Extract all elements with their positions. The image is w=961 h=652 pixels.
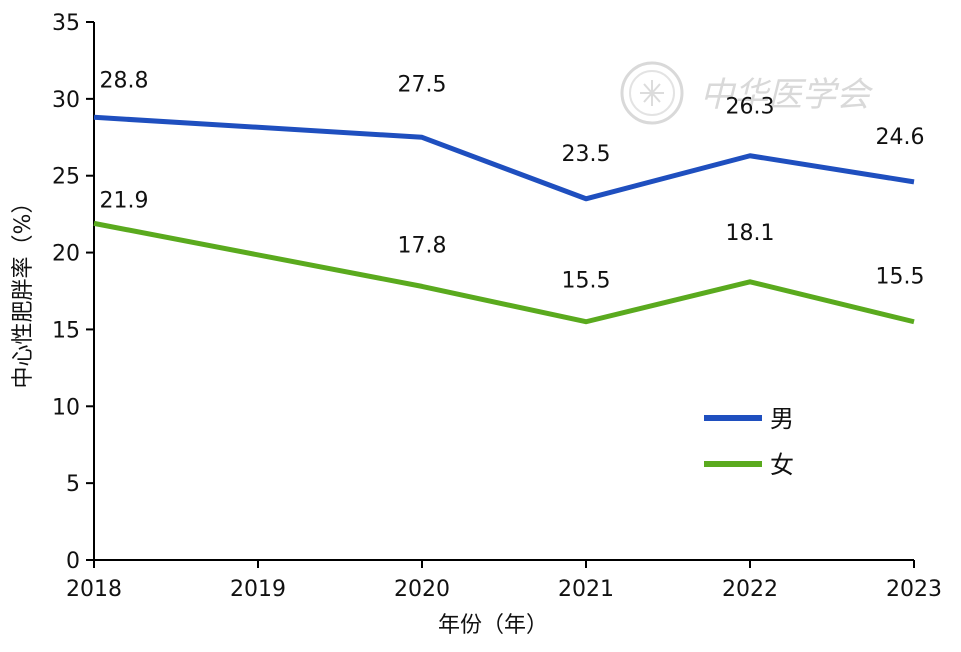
x-tick-label: 2019 <box>230 577 286 602</box>
series-line-female <box>93 220 915 325</box>
x-axis-title: 年份（年） <box>438 613 548 638</box>
x-ticks: 2018 2019 2020 2021 2022 2023 <box>66 560 942 602</box>
series-line-male <box>93 114 915 202</box>
data-label: 23.5 <box>562 142 611 167</box>
x-tick-label: 2018 <box>66 577 122 602</box>
y-tick-label: 30 <box>52 88 80 113</box>
y-tick-label: 10 <box>52 395 80 420</box>
x-tick-label: 2021 <box>558 577 614 602</box>
watermark-seal-icon <box>620 61 684 125</box>
data-label: 28.8 <box>100 68 149 93</box>
data-label: 21.9 <box>100 188 149 213</box>
legend-label: 男 <box>770 405 794 433</box>
data-label: 15.5 <box>876 265 925 290</box>
y-tick-label: 25 <box>52 165 80 190</box>
x-tick-label: 2023 <box>886 577 942 602</box>
y-tick-label: 20 <box>52 242 80 267</box>
series-layer <box>93 114 915 325</box>
data-label: 17.8 <box>398 233 447 258</box>
y-tick-label: 35 <box>52 11 80 36</box>
y-tick-label: 15 <box>52 318 80 343</box>
data-labels: 28.8 27.5 23.5 26.3 24.6 21.9 17.8 15.5 18.1 15.5 <box>100 68 925 293</box>
data-label: 18.1 <box>726 221 775 246</box>
legend: 男女 <box>704 405 794 479</box>
y-tick-label: 0 <box>66 549 80 574</box>
y-tick-label: 5 <box>66 472 80 497</box>
x-tick-label: 2020 <box>394 577 450 602</box>
y-axis-title: 中心性肥胖率（%） <box>11 192 36 389</box>
watermark: 中华医学会 <box>620 61 874 125</box>
data-label: 27.5 <box>398 72 447 97</box>
x-tick-label: 2022 <box>722 577 778 602</box>
data-label: 15.5 <box>562 269 611 294</box>
data-label: 26.3 <box>726 95 775 120</box>
y-ticks: 0 5 10 15 20 25 30 35 <box>52 11 94 574</box>
watermark-text: 中华医学会 <box>700 75 874 115</box>
data-label: 24.6 <box>876 125 925 150</box>
legend-label: 女 <box>770 451 794 479</box>
axes <box>93 22 914 561</box>
